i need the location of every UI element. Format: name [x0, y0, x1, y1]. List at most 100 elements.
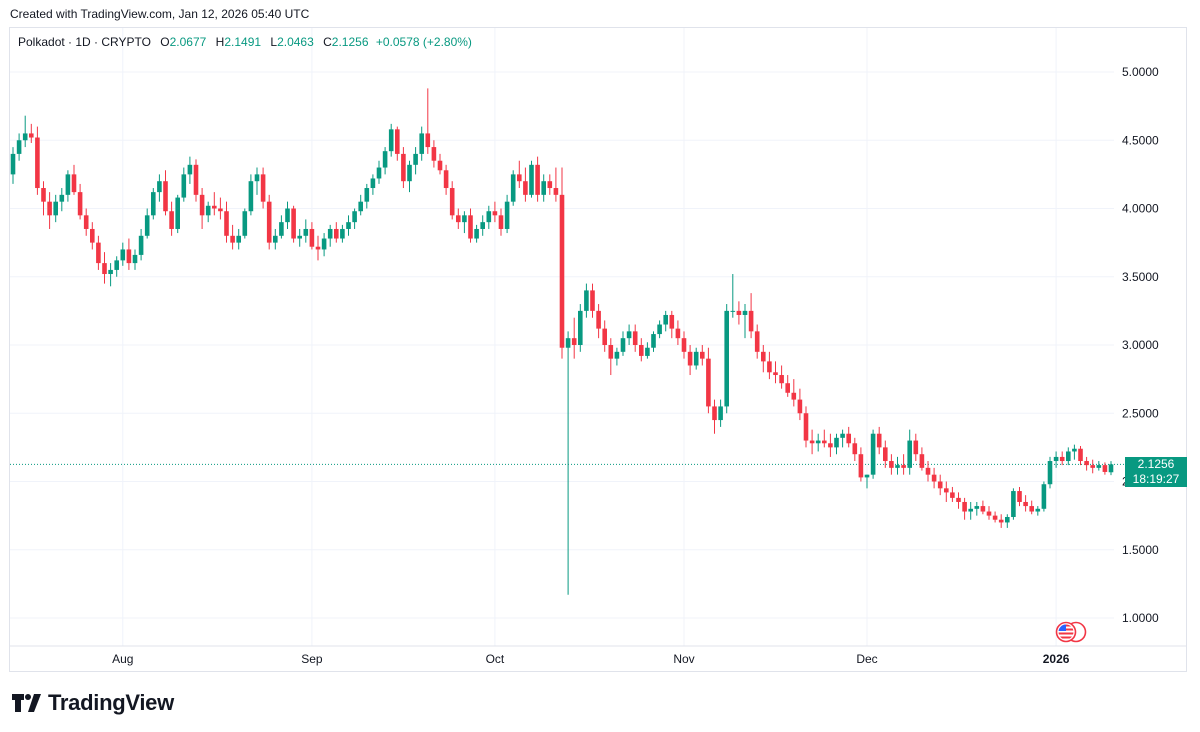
- candle-body: [590, 290, 595, 311]
- candle-body: [846, 433, 851, 444]
- x-tick-label: Dec: [856, 652, 877, 666]
- candle-body: [334, 228, 339, 239]
- candle-body: [840, 433, 845, 438]
- candle-body: [913, 440, 919, 455]
- candle-body: [1011, 491, 1016, 517]
- candle-body: [1090, 465, 1095, 468]
- candle-body: [468, 215, 473, 239]
- created-with-caption: Created with TradingView.com, Jan 12, 20…: [10, 7, 310, 21]
- candle-body: [120, 249, 126, 261]
- candle-body: [163, 181, 168, 212]
- candle-body: [96, 242, 101, 264]
- candle-body: [327, 228, 333, 239]
- brand-name: TradingView: [48, 690, 174, 715]
- open-value: 2.0677: [169, 35, 207, 49]
- candle-body: [1017, 491, 1022, 502]
- candle-body: [151, 192, 156, 216]
- candle-body: [181, 174, 187, 198]
- candle-body: [309, 228, 315, 247]
- x-tick-label: Sep: [301, 652, 323, 666]
- candle-body: [1035, 508, 1041, 512]
- candle-body: [431, 147, 437, 161]
- candle-body: [187, 164, 193, 175]
- candle-body: [956, 497, 961, 502]
- candle-body: [870, 433, 876, 475]
- us-flag-icon[interactable]: [1053, 621, 1087, 648]
- candle-body: [852, 443, 858, 455]
- y-tick-label: 4.5000: [1122, 133, 1159, 147]
- candle-body: [175, 197, 180, 229]
- candle-body: [992, 515, 998, 520]
- candle-body: [950, 492, 955, 498]
- candle-body: [730, 310, 736, 312]
- last-price-tag: 2.1256 18:19:27: [1125, 457, 1187, 487]
- candle-body: [559, 194, 565, 348]
- candle-body: [907, 440, 912, 468]
- candle-body: [547, 181, 553, 189]
- candle-body: [901, 465, 906, 468]
- tradingview-brand[interactable]: TradingView: [12, 690, 174, 716]
- symbol-label[interactable]: Polkadot · 1D · CRYPTO: [18, 35, 151, 49]
- candle-body: [1072, 448, 1077, 452]
- candle-body: [59, 194, 65, 202]
- candle-body: [578, 310, 583, 345]
- low-label: L: [270, 35, 278, 49]
- candle-body: [35, 137, 40, 189]
- candle-body: [242, 211, 248, 236]
- candle-body: [297, 235, 302, 239]
- candle-body: [669, 314, 675, 329]
- candle-body: [968, 508, 973, 512]
- candle-body: [700, 351, 705, 359]
- candle-body: [974, 506, 980, 509]
- candle-body: [395, 129, 400, 154]
- candle-body: [779, 375, 784, 384]
- candle-body: [388, 129, 394, 152]
- candle-body: [1005, 516, 1010, 523]
- candle-body: [523, 181, 528, 195]
- candle-body: [639, 345, 644, 356]
- candle-body: [90, 228, 95, 243]
- candle-body: [687, 351, 693, 366]
- y-tick-label: 3.0000: [1122, 338, 1159, 352]
- candle-body: [883, 447, 888, 462]
- candle-body: [504, 201, 510, 229]
- candle-body: [358, 201, 363, 212]
- candle-body: [1059, 456, 1065, 462]
- candle-body: [492, 211, 498, 216]
- candle-body: [321, 238, 327, 250]
- candle-body: [626, 331, 632, 339]
- candle-body: [224, 211, 229, 236]
- x-tick-label: Aug: [112, 652, 133, 666]
- candle-body: [742, 310, 748, 315]
- candle-body: [1053, 456, 1059, 462]
- candle-body: [340, 228, 345, 239]
- candle-body: [443, 170, 449, 189]
- candle-body: [596, 310, 601, 329]
- chart-frame[interactable]: [9, 27, 1187, 672]
- close-value: 2.1256: [331, 35, 369, 49]
- candle-body: [47, 201, 52, 216]
- candle-body: [693, 351, 699, 366]
- candle-body: [815, 440, 821, 444]
- low-value: 2.0463: [277, 35, 314, 49]
- candle-body: [541, 181, 546, 195]
- candle-body: [212, 205, 217, 209]
- candle-body: [529, 164, 534, 195]
- candle-body: [254, 174, 260, 182]
- candle-body: [858, 454, 864, 478]
- candle-body: [1023, 501, 1028, 507]
- candle-body: [364, 188, 370, 202]
- candle-body: [1078, 448, 1083, 462]
- bar-countdown: 18:19:27: [1132, 472, 1180, 486]
- candle-body: [108, 269, 113, 275]
- candle-body: [1041, 484, 1047, 509]
- candle-body: [712, 406, 717, 421]
- candle-body: [510, 174, 516, 202]
- candle-body: [279, 222, 284, 236]
- candle-body: [16, 140, 22, 154]
- candle-body: [889, 461, 894, 468]
- candle-body: [645, 347, 650, 356]
- candle-body: [986, 511, 992, 516]
- x-tick-label: 2026: [1043, 652, 1070, 666]
